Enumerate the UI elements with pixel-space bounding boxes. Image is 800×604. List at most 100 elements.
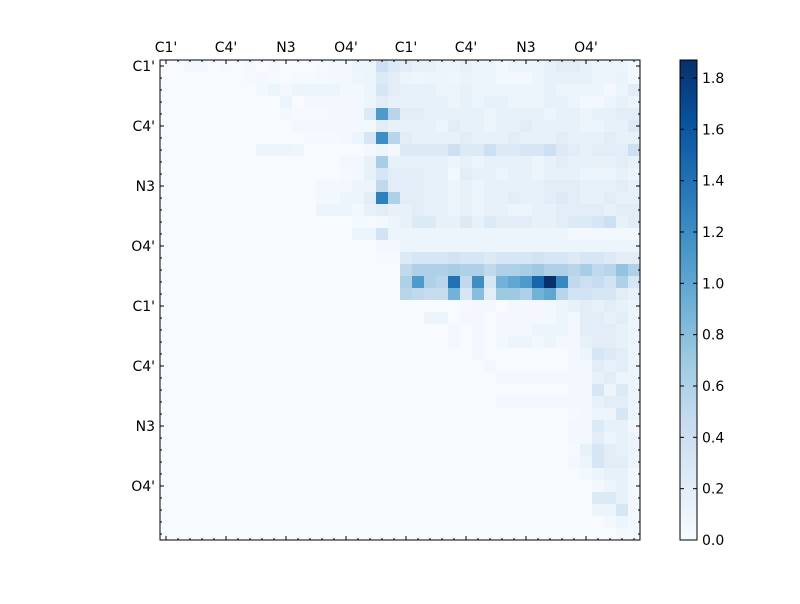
heatmap-cell: [436, 108, 449, 121]
heatmap-cell: [196, 408, 209, 421]
heatmap-cell: [412, 60, 425, 73]
heatmap-cell: [580, 120, 593, 133]
heatmap-cell: [604, 120, 617, 133]
heatmap-cell: [472, 336, 485, 349]
y-tick-label: C1': [132, 59, 155, 75]
heatmap-cell: [592, 156, 605, 169]
heatmap-cell: [412, 204, 425, 217]
heatmap-cell: [436, 384, 449, 397]
heatmap-cell: [508, 372, 521, 385]
heatmap-cell: [268, 516, 281, 529]
heatmap-cell: [340, 72, 353, 85]
heatmap-cell: [508, 252, 521, 265]
heatmap-cell: [412, 312, 425, 325]
heatmap-cell: [316, 324, 329, 337]
heatmap-cell: [568, 288, 581, 301]
heatmap-cell: [328, 84, 341, 97]
heatmap-cell: [292, 300, 305, 313]
heatmap-cell: [616, 324, 629, 337]
heatmap-cell: [316, 240, 329, 253]
heatmap-cell: [400, 276, 413, 289]
heatmap-cell: [244, 336, 257, 349]
heatmap-cell: [172, 492, 185, 505]
heatmap-cell: [556, 408, 569, 421]
heatmap-cell: [328, 72, 341, 85]
heatmap-cell: [592, 468, 605, 481]
heatmap-cell: [424, 252, 437, 265]
heatmap-cell: [208, 192, 221, 205]
heatmap-cell: [556, 384, 569, 397]
heatmap-cell: [304, 216, 317, 229]
heatmap-cell: [472, 528, 485, 541]
heatmap-cell: [448, 348, 461, 361]
heatmap-cell: [616, 276, 629, 289]
heatmap-cell: [352, 204, 365, 217]
heatmap-cell: [232, 84, 245, 97]
heatmap-cell: [424, 432, 437, 445]
heatmap-cell: [628, 396, 641, 409]
heatmap-cell: [172, 156, 185, 169]
heatmap-cell: [568, 384, 581, 397]
heatmap-cell: [256, 492, 269, 505]
heatmap-cell: [532, 312, 545, 325]
heatmap-cell: [244, 408, 257, 421]
heatmap-cell: [160, 180, 173, 193]
heatmap-cell: [448, 156, 461, 169]
heatmap-cell: [400, 144, 413, 157]
heatmap-cell: [184, 348, 197, 361]
heatmap-cell: [172, 84, 185, 97]
heatmap-cell: [544, 408, 557, 421]
heatmap-cell: [316, 180, 329, 193]
heatmap-cell: [628, 204, 641, 217]
heatmap-cell: [460, 420, 473, 433]
heatmap-cell: [532, 408, 545, 421]
heatmap-cell: [244, 420, 257, 433]
heatmap-cell: [412, 132, 425, 145]
heatmap-cell: [460, 120, 473, 133]
heatmap-cell: [568, 312, 581, 325]
heatmap-cell: [436, 432, 449, 445]
heatmap-cell: [508, 336, 521, 349]
heatmap-cell: [160, 516, 173, 529]
heatmap-cell: [172, 252, 185, 265]
heatmap-cell: [340, 456, 353, 469]
heatmap-cell: [424, 516, 437, 529]
heatmap-cell: [544, 420, 557, 433]
heatmap-cell: [568, 72, 581, 85]
heatmap-cell: [460, 276, 473, 289]
heatmap-cell: [256, 252, 269, 265]
heatmap-cell: [364, 264, 377, 277]
heatmap-cell: [532, 264, 545, 277]
heatmap-cell: [304, 156, 317, 169]
heatmap-cell: [568, 216, 581, 229]
heatmap-cell: [520, 108, 533, 121]
heatmap-cell: [316, 528, 329, 541]
heatmap-cell: [256, 336, 269, 349]
heatmap-cell: [352, 252, 365, 265]
heatmap-cell: [628, 60, 641, 73]
heatmap-cell: [460, 444, 473, 457]
heatmap-cell: [604, 504, 617, 517]
heatmap-cell: [244, 312, 257, 325]
heatmap-cell: [160, 252, 173, 265]
heatmap-cell: [172, 420, 185, 433]
heatmap-cell: [376, 204, 389, 217]
heatmap-cell: [400, 108, 413, 121]
heatmap-cell: [328, 444, 341, 457]
heatmap-cell: [172, 108, 185, 121]
heatmap-cell: [496, 444, 509, 457]
heatmap-cell: [580, 288, 593, 301]
heatmap-cell: [196, 240, 209, 253]
heatmap-cell: [172, 96, 185, 109]
heatmap-cell: [388, 408, 401, 421]
heatmap-cell: [196, 72, 209, 85]
heatmap-cell: [160, 168, 173, 181]
heatmap-cell: [256, 444, 269, 457]
heatmap-cell: [580, 276, 593, 289]
heatmap-cell: [532, 168, 545, 181]
heatmap-cell: [232, 528, 245, 541]
heatmap-cell: [280, 168, 293, 181]
heatmap-cell: [292, 228, 305, 241]
heatmap-cell: [244, 432, 257, 445]
heatmap-cell: [160, 420, 173, 433]
